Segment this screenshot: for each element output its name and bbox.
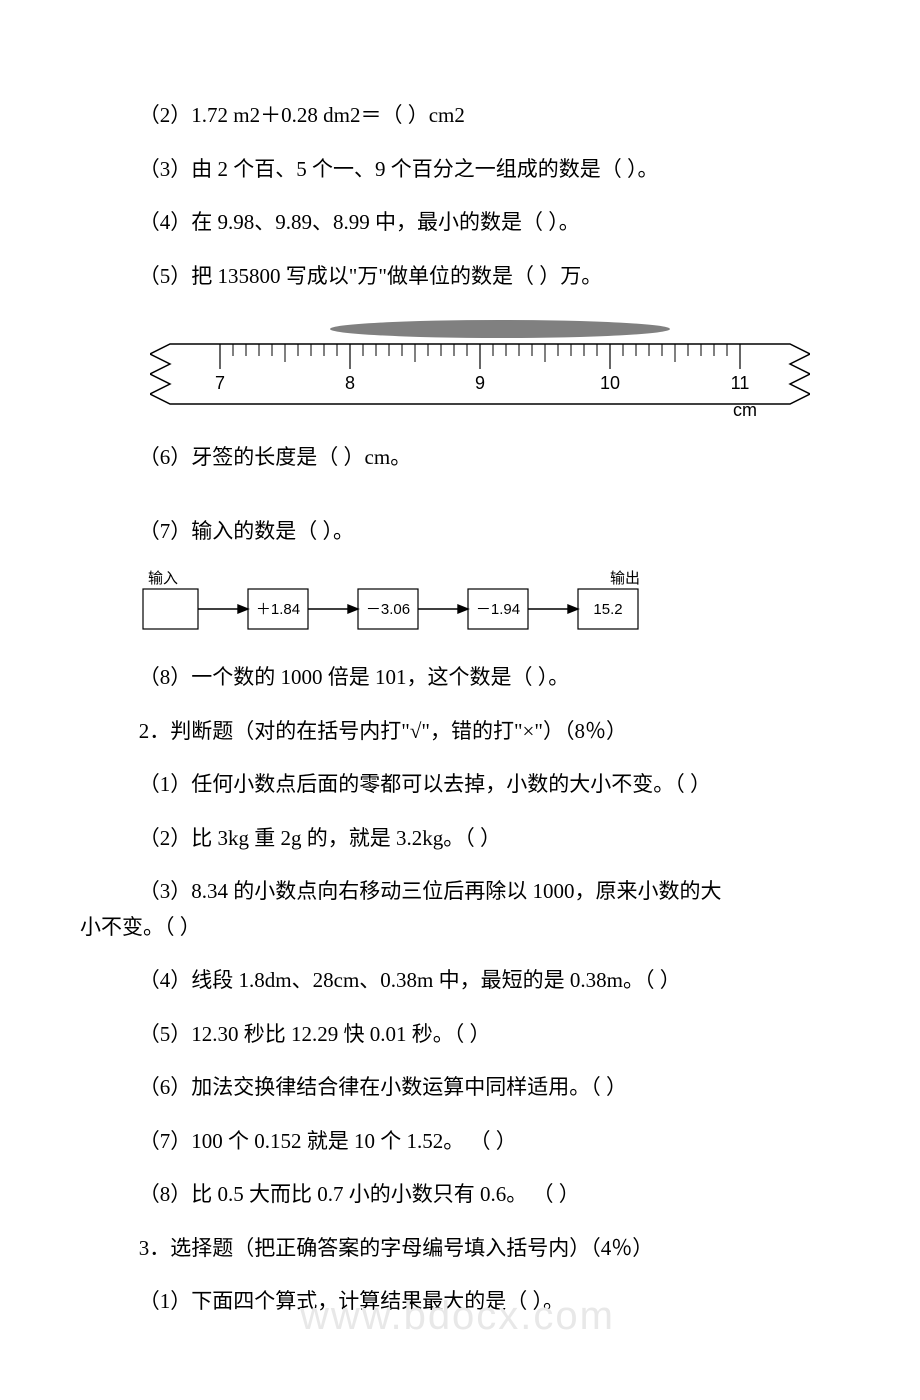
question-1-3: （3）由 2 个百、5 个一、9 个百分之一组成的数是（ ）。 — [80, 154, 840, 186]
ruler-figure: 7 8 9 10 11 cm — [150, 314, 840, 424]
section-2-heading: 2．判断题（对的在括号内打"√"，错的打"×"）（8％） — [80, 716, 840, 748]
ruler-tick-9: 9 — [475, 373, 485, 393]
ruler-tick-11: 11 — [731, 373, 750, 393]
flow-figure: 输入 输出 ＋1.84 －3.06 －1.94 15.2 — [138, 569, 840, 644]
ruler-tick-7: 7 — [215, 373, 225, 393]
question-1-8: （8）一个数的 1000 倍是 101，这个数是（ ）。 — [80, 662, 840, 694]
flow-box-1: ＋1.84 — [256, 601, 300, 618]
flow-box-3: －1.94 — [476, 601, 520, 618]
question-1-5: （5）把 135800 写成以"万"做单位的数是（ ）万。 — [80, 261, 840, 293]
question-1-2: （2）1.72 m2＋0.28 dm2＝（ ）cm2 — [80, 100, 840, 132]
section-3-heading: 3．选择题（把正确答案的字母编号填入括号内）（4％） — [80, 1233, 840, 1265]
question-1-7: （7）输入的数是（ ）。 — [80, 516, 840, 548]
ruler-tick-10: 10 — [600, 373, 620, 393]
judge-6: （6）加法交换律结合律在小数运算中同样适用。（ ） — [80, 1072, 840, 1104]
question-1-6: （6）牙签的长度是（ ）cm。 — [80, 442, 840, 474]
judge-2: （2）比 3kg 重 2g 的，就是 3.2kg。（ ） — [80, 823, 840, 855]
judge-5: （5）12.30 秒比 12.29 快 0.01 秒。（ ） — [80, 1019, 840, 1051]
flow-out-label: 输出 — [610, 570, 640, 587]
judge-4: （4）线段 1.8dm、28cm、0.38m 中，最短的是 0.38m。（ ） — [80, 965, 840, 997]
judge-3a: （3）8.34 的小数点向右移动三位后再除以 1000，原来小数的大 — [80, 876, 840, 908]
question-1-4: （4）在 9.98、9.89、8.99 中，最小的数是（ ）。 — [80, 207, 840, 239]
judge-1: （1）任何小数点后面的零都可以去掉，小数的大小不变。（ ） — [80, 769, 840, 801]
judge-7: （7）100 个 0.152 就是 10 个 1.52。 （ ） — [80, 1126, 840, 1158]
judge-8: （8）比 0.5 大而比 0.7 小的小数只有 0.6。 （ ） — [80, 1179, 840, 1211]
ruler-tick-8: 8 — [345, 373, 355, 393]
flow-box-2: －3.06 — [366, 601, 410, 618]
ruler-unit: cm — [733, 400, 757, 419]
judge-3b: 小不变。（ ） — [80, 912, 840, 944]
flow-in-label: 输入 — [148, 570, 178, 587]
flow-box-4: 15.2 — [593, 601, 622, 618]
